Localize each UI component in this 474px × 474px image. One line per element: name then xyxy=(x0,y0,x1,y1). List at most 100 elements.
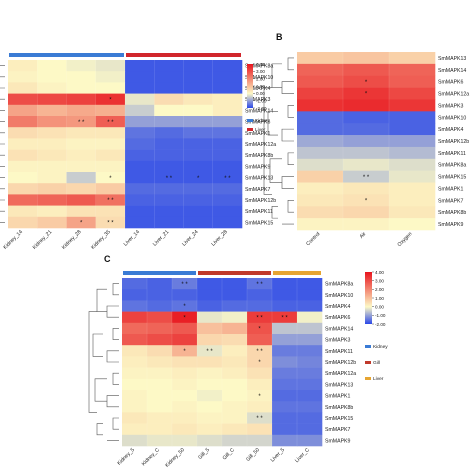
significance-mark: * * xyxy=(256,349,263,355)
heatmap-cell xyxy=(247,278,273,290)
row-label: SmMAPK1 xyxy=(245,131,270,137)
heatmap-cell xyxy=(37,194,67,206)
heatmap-cell xyxy=(125,172,155,184)
panel-letter-c: C xyxy=(104,254,111,264)
heatmap-cell xyxy=(212,183,243,195)
scale-tick-label: 1.00 xyxy=(375,296,384,301)
row-label: SmMAPK13 xyxy=(325,382,353,388)
heatmap-cell xyxy=(222,412,248,424)
heatmap-cell xyxy=(212,82,243,94)
heatmap-cell xyxy=(297,182,344,195)
heatmap-cell xyxy=(197,278,223,290)
scale-tick-label: -2.00 xyxy=(375,322,386,327)
column-label: Liver_21 xyxy=(152,229,170,247)
heatmap-cell xyxy=(247,300,273,312)
heatmap-cell xyxy=(389,52,436,65)
column-label: Air xyxy=(359,231,368,240)
significance-mark: * * xyxy=(363,175,370,181)
heatmap-cell xyxy=(343,111,390,124)
column-label: Liver_24 xyxy=(181,229,199,247)
dendrogram-branch xyxy=(0,87,5,100)
dendrogram-branch xyxy=(287,152,294,166)
row-label: SmMAPK4 xyxy=(438,127,463,133)
heatmap-cell xyxy=(389,206,436,219)
row-label: SmMAPK8b xyxy=(325,405,353,411)
heatmap-cell xyxy=(247,423,273,436)
dendrogram-branch xyxy=(96,288,107,312)
heatmap-cell xyxy=(122,300,148,312)
group-bar xyxy=(123,271,196,275)
row-label: SmMAPK7 xyxy=(438,198,463,204)
column-label: Kidney_50 xyxy=(164,447,186,469)
significance-mark: * * xyxy=(107,120,114,126)
heatmap-cell xyxy=(272,334,298,346)
heatmap-cell xyxy=(389,135,436,148)
heatmap-cell xyxy=(183,138,214,150)
heatmap-cell xyxy=(183,194,214,206)
scale-tick-label: -1.00 xyxy=(375,313,386,318)
heatmap-cell xyxy=(66,205,97,218)
heatmap-cell xyxy=(172,289,198,301)
heatmap-cell xyxy=(154,116,184,128)
heatmap-cell xyxy=(37,71,67,83)
heatmap-cell xyxy=(172,278,198,290)
row-label: SmMAPK8a xyxy=(245,64,273,70)
heatmap-cell xyxy=(95,149,126,162)
heatmap-cell xyxy=(343,52,390,65)
dendrogram-branch xyxy=(112,372,119,385)
heatmap-cell xyxy=(297,146,344,160)
heatmap-cell xyxy=(183,82,214,94)
heatmap-cell xyxy=(272,401,298,413)
heatmap-cell xyxy=(272,311,298,324)
heatmap-cell xyxy=(212,127,243,139)
column-label: Liver_14 xyxy=(123,229,141,247)
row-dendrogram xyxy=(88,283,119,441)
heatmap-cell xyxy=(147,367,173,380)
legend-item-label: Gill xyxy=(373,360,380,366)
heatmap-cell xyxy=(389,63,436,77)
dendrogram-branch xyxy=(112,417,119,430)
heatmap-cell xyxy=(297,412,323,424)
heatmap-cell xyxy=(343,146,390,160)
dendrogram-branch xyxy=(287,105,294,118)
heatmap-cell xyxy=(37,172,67,184)
heatmap-cell xyxy=(66,104,97,117)
heatmap-cell xyxy=(125,160,155,173)
heatmap-cell xyxy=(147,322,173,335)
heatmap-cell xyxy=(66,93,97,106)
dendrogram-branch xyxy=(281,176,294,189)
column-label: Kidney_14 xyxy=(2,229,24,251)
heatmap-cell xyxy=(66,183,97,195)
group-bar xyxy=(126,53,241,57)
heatmap-cell xyxy=(183,71,214,83)
heatmap-cell xyxy=(172,367,198,380)
heatmap-cell xyxy=(95,82,126,94)
significance-mark: * * xyxy=(181,282,188,288)
heatmap-cell xyxy=(66,149,97,162)
heatmap-cell xyxy=(66,116,97,128)
heatmap-cell xyxy=(122,423,148,436)
dendrogram-branch xyxy=(271,205,278,219)
column-label: Kidney_21 xyxy=(32,229,54,251)
heatmap-cell xyxy=(247,378,273,391)
heatmap-cell xyxy=(247,289,273,301)
heatmap-cell xyxy=(222,390,248,402)
heatmap-cell xyxy=(222,334,248,346)
heatmap-cell xyxy=(343,170,390,183)
heatmap-cell xyxy=(272,322,298,335)
heatmap-cell xyxy=(147,345,173,357)
heatmap-cell xyxy=(95,205,126,218)
heatmap-cell xyxy=(125,104,155,117)
heatmap-cell xyxy=(297,378,323,391)
heatmap-cell xyxy=(95,127,126,139)
heatmap-cell xyxy=(343,182,390,195)
heatmap-cell xyxy=(37,160,67,173)
legend-swatch xyxy=(247,128,253,131)
scale-tick-label: 3.00 xyxy=(256,69,265,74)
heatmap-cell xyxy=(212,104,243,117)
heatmap-cell xyxy=(297,206,344,219)
heatmap-cell xyxy=(66,60,97,72)
heatmap-cell xyxy=(389,158,436,171)
legend-item-label: Kidney xyxy=(373,344,388,350)
significance-mark: * xyxy=(365,199,368,205)
